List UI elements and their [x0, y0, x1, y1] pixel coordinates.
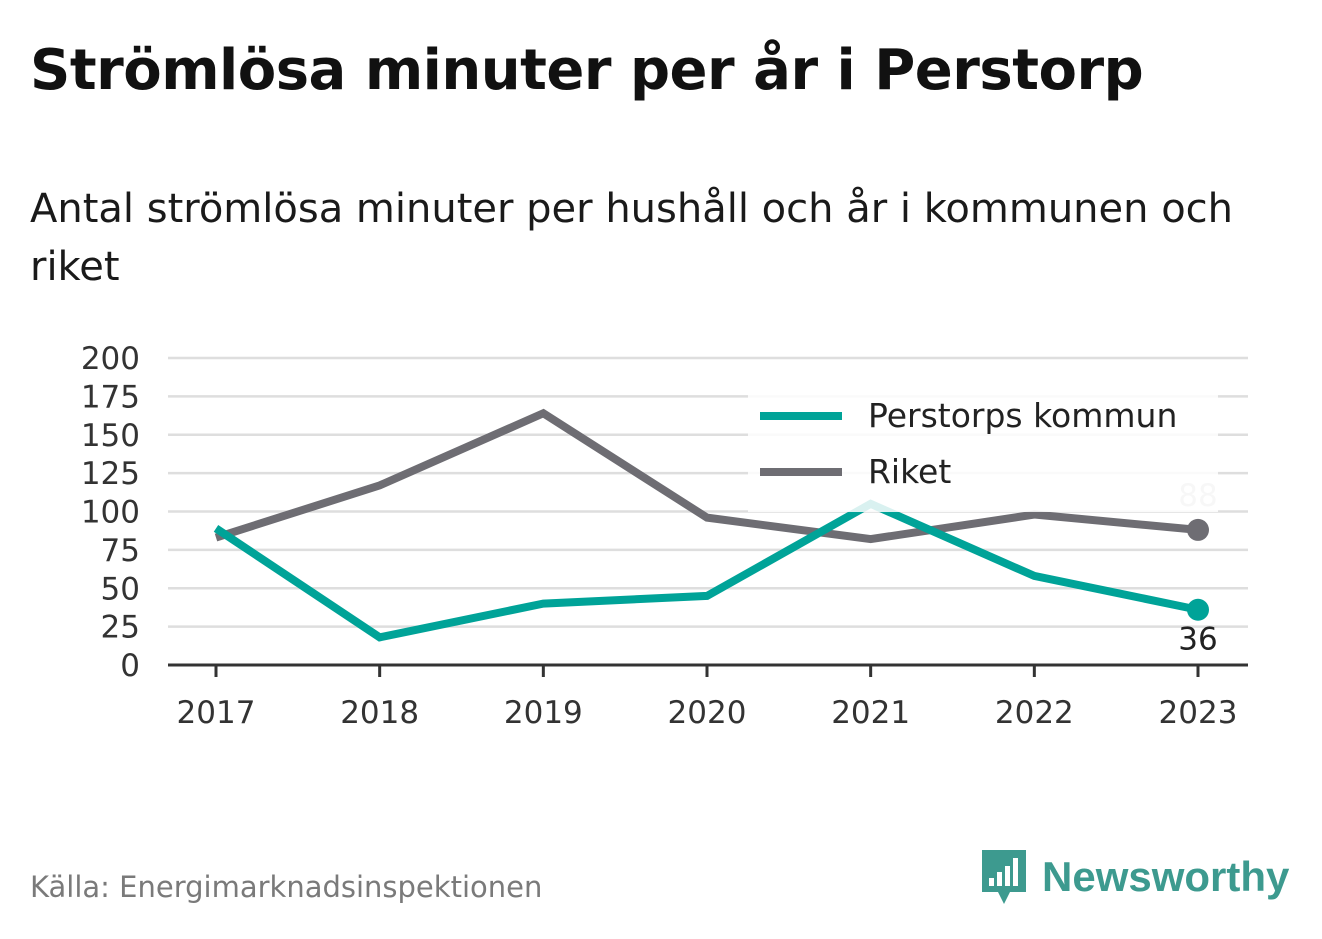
x-tick-label: 2022 [995, 695, 1074, 731]
x-tick-label: 2017 [177, 695, 256, 731]
y-tick-label: 200 [81, 341, 140, 377]
x-tick-label: 2020 [668, 695, 747, 731]
x-tick-label: 2018 [340, 695, 419, 731]
chart-title: Strömlösa minuter per år i Perstorp [30, 38, 1144, 103]
end-point-riket [1187, 518, 1209, 541]
x-tick-label: 2023 [1159, 695, 1238, 731]
y-tick-label: 50 [101, 571, 140, 607]
y-tick-label: 175 [81, 379, 140, 415]
x-tick-label: 2019 [504, 695, 583, 731]
end-point-perstorp [1187, 598, 1209, 621]
end-value-label-perstorp: 36 [1178, 622, 1217, 658]
y-tick-label: 100 [81, 495, 140, 531]
y-tick-label: 0 [120, 648, 140, 684]
source-note: Källa: Energimarknadsinspektionen [30, 870, 543, 904]
newsworthy-logo-icon [982, 850, 1026, 904]
y-tick-label: 25 [101, 610, 140, 646]
series-line-riket [214, 408, 1199, 544]
brand-name: Newsworthy [1042, 853, 1290, 900]
legend-label: Riket [868, 452, 951, 491]
x-tick-label: 2021 [831, 695, 910, 731]
brand: Newsworthy [980, 848, 1289, 906]
y-tick-label: 75 [101, 533, 140, 569]
chart-subtitle: Antal strömlösa minuter per hushåll och … [30, 186, 1234, 290]
legend-label: Perstorps kommun [868, 396, 1177, 435]
y-tick-label: 125 [81, 456, 140, 492]
series-line-perstorp [213, 499, 1199, 642]
y-tick-label: 150 [81, 418, 140, 454]
